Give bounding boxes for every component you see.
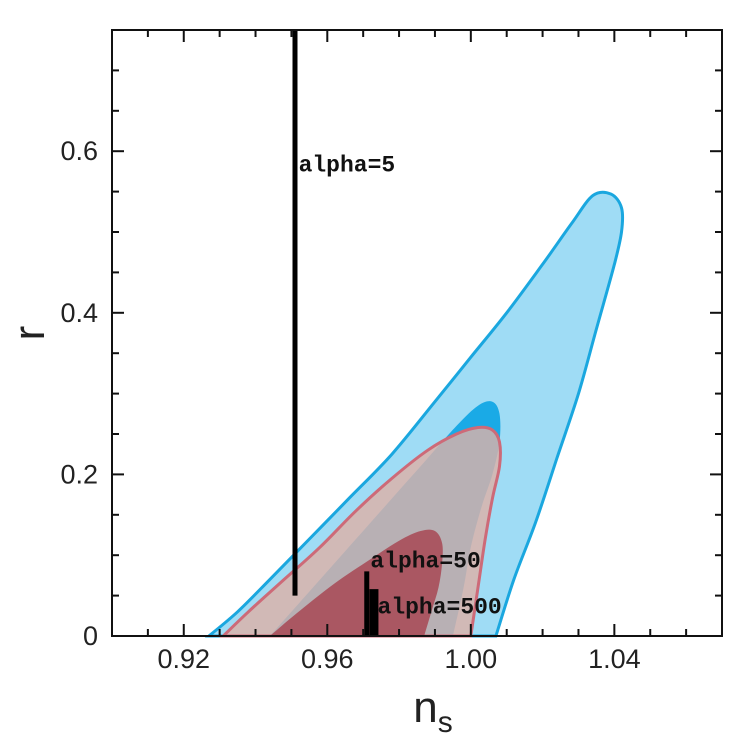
alpha-lines (292, 30, 379, 636)
x-axis-label: ns (413, 683, 452, 739)
x-axis-label-sub: s (438, 706, 453, 739)
y-tick-labels: 0 0.2 0.4 0.6 (60, 136, 98, 651)
alpha-label-1: alpha=50 (370, 548, 480, 574)
y-tick-label: 0.2 (60, 459, 98, 489)
x-tick-label: 1.04 (588, 644, 641, 674)
y-tick-label: 0.6 (60, 136, 98, 166)
y-tick-label: 0.4 (60, 298, 98, 328)
x-tick-labels: 0.92 0.96 1.00 1.04 (157, 644, 640, 674)
region-inner-3 (269, 529, 443, 636)
x-axis-label-main: n (413, 683, 437, 732)
alpha-annotations: alpha=5 alpha=50 alpha=500 (299, 152, 502, 620)
x-tick-label: 1.00 (445, 644, 498, 674)
x-tick-label: 0.92 (157, 644, 210, 674)
alpha-label-2: alpha=500 (378, 594, 502, 620)
x-tick-label: 0.96 (301, 644, 354, 674)
axis-ticks (111, 29, 723, 637)
y-axis-label: r (5, 326, 54, 341)
plot-frame (111, 29, 723, 637)
region-outer-0 (204, 190, 625, 638)
y-tick-label: 0 (83, 621, 98, 651)
alpha-label-0: alpha=5 (299, 152, 396, 178)
